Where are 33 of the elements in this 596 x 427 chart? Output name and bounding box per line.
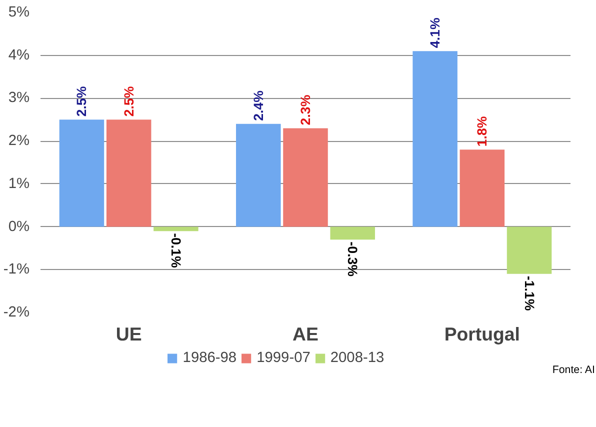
source-note: Fonte: AI bbox=[552, 363, 595, 378]
bar bbox=[330, 226, 375, 240]
bar bbox=[460, 150, 505, 227]
data-label: 1.8% bbox=[474, 116, 490, 147]
y-tick-label: 0% bbox=[8, 218, 30, 235]
y-tick-label: 2% bbox=[8, 133, 30, 150]
data-label: 4.1% bbox=[428, 18, 443, 48]
data-label: 2.5% bbox=[121, 86, 136, 117]
data-label: 2.4% bbox=[250, 90, 266, 121]
x-tick-label: AE bbox=[292, 324, 318, 344]
x-tick-label: Portugal bbox=[444, 324, 520, 344]
y-tick-label: 4% bbox=[8, 47, 30, 64]
bar bbox=[59, 120, 104, 227]
data-label: 2.3% bbox=[298, 94, 313, 126]
bar bbox=[236, 124, 281, 227]
data-label: -0.1% bbox=[168, 233, 184, 268]
bar bbox=[106, 120, 152, 227]
y-tick-label: 1% bbox=[8, 176, 30, 192]
x-tick-label: UE bbox=[116, 324, 142, 344]
legend-label: 1999-07 bbox=[256, 350, 310, 366]
bar bbox=[412, 51, 458, 227]
y-tick-label: 5% bbox=[8, 4, 30, 20]
data-label: -0.3% bbox=[345, 242, 360, 277]
legend-label: 1986-98 bbox=[182, 350, 237, 366]
y-tick-label: -1% bbox=[3, 262, 30, 278]
legend-label: 2008-13 bbox=[330, 350, 384, 366]
y-tick-label: 3% bbox=[8, 90, 30, 106]
data-label: -1.1% bbox=[522, 276, 537, 311]
bar bbox=[283, 128, 328, 227]
bar bbox=[154, 226, 198, 232]
y-tick-label: -2% bbox=[3, 304, 30, 320]
bar bbox=[506, 226, 552, 274]
data-label: 2.5% bbox=[74, 86, 90, 117]
